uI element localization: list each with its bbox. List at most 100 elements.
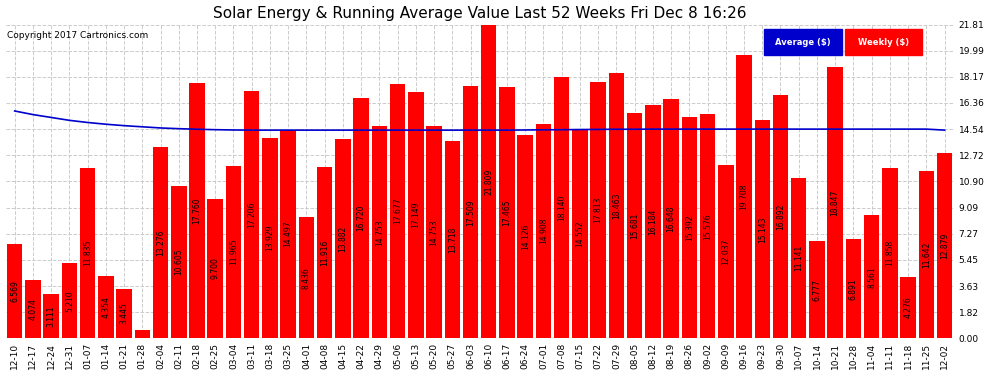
- Text: 13.276: 13.276: [156, 230, 165, 256]
- Bar: [937, 153, 952, 338]
- Text: 6.569: 6.569: [10, 280, 19, 302]
- Bar: [864, 215, 879, 338]
- Bar: [764, 29, 923, 55]
- Bar: [299, 217, 314, 338]
- Text: 15.681: 15.681: [630, 212, 640, 239]
- Bar: [845, 239, 861, 338]
- Text: 3.445: 3.445: [120, 303, 129, 324]
- Bar: [390, 84, 405, 338]
- Text: 17.465: 17.465: [503, 200, 512, 226]
- Bar: [609, 73, 624, 338]
- Bar: [754, 120, 770, 338]
- Text: 18.463: 18.463: [612, 192, 621, 219]
- Bar: [737, 55, 751, 338]
- Bar: [427, 126, 442, 338]
- Text: 15.392: 15.392: [685, 214, 694, 241]
- Text: Average ($): Average ($): [775, 38, 831, 46]
- Text: 16.648: 16.648: [666, 205, 675, 232]
- Bar: [317, 167, 333, 338]
- Bar: [208, 199, 223, 338]
- Text: 17.760: 17.760: [192, 197, 202, 224]
- Bar: [518, 135, 533, 338]
- Bar: [700, 114, 716, 338]
- Bar: [681, 117, 697, 338]
- Text: 17.206: 17.206: [248, 201, 256, 228]
- Text: 13.718: 13.718: [447, 226, 456, 253]
- Bar: [336, 139, 350, 338]
- Bar: [353, 98, 369, 338]
- Bar: [536, 124, 551, 338]
- Text: 6.777: 6.777: [813, 279, 822, 300]
- Text: 18.847: 18.847: [831, 189, 840, 216]
- Text: 21.809: 21.809: [484, 168, 493, 195]
- Bar: [135, 330, 150, 338]
- Bar: [572, 129, 588, 338]
- Bar: [262, 138, 277, 338]
- Text: 19.708: 19.708: [740, 183, 748, 210]
- Bar: [764, 29, 841, 55]
- Bar: [98, 276, 114, 338]
- Bar: [408, 92, 424, 338]
- Bar: [900, 277, 916, 338]
- Text: Copyright 2017 Cartronics.com: Copyright 2017 Cartronics.com: [8, 31, 148, 40]
- Text: 11.858: 11.858: [885, 240, 894, 266]
- Bar: [244, 91, 259, 338]
- Text: 13.929: 13.929: [265, 225, 274, 251]
- Bar: [645, 105, 660, 338]
- Text: 11.141: 11.141: [794, 245, 803, 271]
- Text: 4.276: 4.276: [904, 297, 913, 318]
- Bar: [7, 244, 23, 338]
- Text: 4.354: 4.354: [101, 296, 110, 318]
- Bar: [882, 168, 898, 338]
- Text: 16.184: 16.184: [648, 209, 657, 235]
- Bar: [590, 82, 606, 338]
- Text: 5.210: 5.210: [65, 290, 74, 312]
- Text: 14.753: 14.753: [375, 219, 384, 246]
- Text: 12.037: 12.037: [722, 238, 731, 265]
- Text: 10.605: 10.605: [174, 249, 183, 275]
- Text: 11.835: 11.835: [83, 240, 92, 266]
- Text: 4.074: 4.074: [29, 298, 38, 320]
- Bar: [280, 130, 296, 338]
- Text: 11.642: 11.642: [922, 242, 931, 268]
- Bar: [773, 95, 788, 338]
- Bar: [61, 263, 77, 338]
- Text: 13.882: 13.882: [339, 225, 347, 252]
- Text: 9.700: 9.700: [211, 258, 220, 279]
- Text: 8.436: 8.436: [302, 267, 311, 288]
- Text: 6.891: 6.891: [848, 278, 858, 300]
- Bar: [189, 83, 205, 338]
- Text: 17.677: 17.677: [393, 198, 402, 225]
- Bar: [462, 86, 478, 338]
- Bar: [226, 166, 242, 338]
- Bar: [152, 147, 168, 338]
- Text: 3.111: 3.111: [47, 305, 55, 327]
- Text: 14.126: 14.126: [521, 224, 530, 250]
- Bar: [80, 168, 95, 338]
- Bar: [554, 77, 569, 338]
- Bar: [481, 24, 497, 338]
- Bar: [44, 294, 58, 338]
- Text: 14.753: 14.753: [430, 219, 439, 246]
- Text: 8.561: 8.561: [867, 266, 876, 288]
- Bar: [171, 186, 186, 338]
- Text: 17.149: 17.149: [411, 202, 421, 228]
- Text: 15.143: 15.143: [757, 216, 766, 243]
- Text: 14.908: 14.908: [539, 218, 547, 244]
- Text: 14.497: 14.497: [284, 221, 293, 248]
- Bar: [117, 289, 132, 338]
- Text: 18.140: 18.140: [557, 195, 566, 221]
- Text: 17.509: 17.509: [466, 199, 475, 226]
- Bar: [499, 87, 515, 338]
- Text: 16.892: 16.892: [776, 204, 785, 230]
- Text: Weekly ($): Weekly ($): [858, 38, 909, 46]
- Bar: [445, 141, 460, 338]
- Text: 11.916: 11.916: [320, 239, 329, 266]
- Title: Solar Energy & Running Average Value Last 52 Weeks Fri Dec 8 16:26: Solar Energy & Running Average Value Las…: [213, 6, 746, 21]
- Bar: [663, 99, 679, 338]
- Text: 14.552: 14.552: [575, 220, 584, 247]
- Bar: [718, 165, 734, 338]
- Text: 15.576: 15.576: [703, 213, 712, 240]
- Bar: [25, 280, 41, 338]
- Bar: [627, 113, 643, 338]
